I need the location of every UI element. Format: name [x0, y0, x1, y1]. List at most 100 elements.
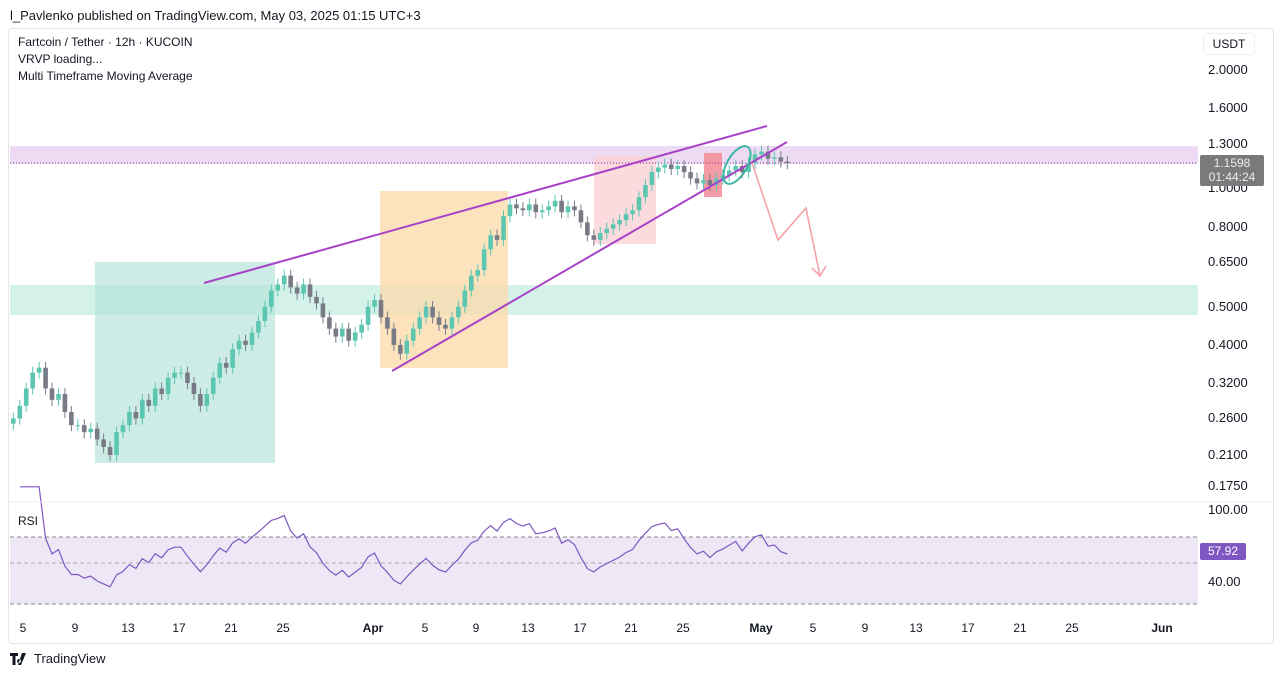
candle — [578, 210, 584, 223]
candle — [101, 439, 106, 448]
time-tick: 21 — [224, 621, 238, 635]
candle — [320, 303, 326, 318]
price-tick: 0.2600 — [1208, 410, 1248, 426]
candle — [223, 362, 229, 368]
candle — [49, 388, 55, 400]
time-tick: 5 — [421, 621, 429, 635]
time-tick: 13 — [909, 621, 923, 635]
candle — [191, 383, 197, 395]
time-tick: 21 — [1013, 621, 1027, 635]
rsi-band — [10, 537, 1198, 604]
candle — [281, 275, 287, 285]
projection-arrow[interactable] — [751, 162, 821, 277]
candle — [552, 200, 558, 207]
candle — [759, 151, 764, 155]
candle — [714, 178, 719, 186]
candle — [688, 172, 693, 179]
candle — [481, 249, 487, 271]
highlight-ellipse[interactable] — [718, 142, 756, 188]
price-tick: 2.0000 — [1208, 62, 1248, 77]
wedge-lower-line[interactable] — [391, 141, 788, 372]
candle — [133, 412, 139, 419]
legend-symbol[interactable]: Fartcoin / Tether · 12h · KUCOIN — [18, 35, 193, 49]
candle — [681, 166, 687, 173]
candle — [365, 306, 371, 325]
candle — [236, 340, 242, 350]
candle — [565, 206, 571, 213]
candle — [572, 206, 577, 211]
time-tick: 13 — [521, 621, 535, 635]
pink-box — [594, 156, 656, 244]
candle — [210, 377, 216, 395]
candle — [443, 324, 448, 329]
candle — [262, 306, 268, 322]
candle — [230, 349, 235, 368]
candle — [294, 287, 300, 294]
candle — [546, 206, 551, 211]
legend-vrvp[interactable]: VRVP loading... — [18, 52, 103, 66]
candle — [30, 372, 35, 389]
price-tick: 0.4000 — [1208, 336, 1248, 352]
price-tick: 0.6500 — [1208, 253, 1248, 269]
price-tick: 0.5000 — [1208, 298, 1248, 314]
candle — [527, 204, 532, 211]
candle — [120, 425, 126, 433]
candle — [604, 228, 610, 234]
candle — [81, 425, 87, 433]
candle — [88, 428, 94, 433]
candle — [152, 388, 158, 406]
currency-button[interactable]: USDT — [1203, 33, 1255, 55]
time-tick: 25 — [276, 621, 290, 635]
brand-name: TradingView — [34, 651, 106, 666]
candle — [597, 233, 603, 240]
candle — [198, 394, 203, 406]
candle — [643, 185, 648, 198]
candle — [385, 317, 390, 329]
wedge-upper-line[interactable] — [203, 125, 768, 284]
candle — [430, 306, 435, 318]
rsi-label[interactable]: RSI — [18, 514, 39, 528]
candle — [127, 412, 132, 426]
candle — [94, 428, 100, 440]
red-box — [704, 153, 722, 197]
candle — [301, 284, 306, 294]
candle — [765, 151, 771, 159]
candle — [694, 178, 700, 184]
candle — [249, 332, 255, 345]
rsi-value-label: 57.92 — [1200, 543, 1246, 560]
candle — [159, 388, 164, 395]
tradingview-icon — [10, 652, 26, 665]
candles — [11, 145, 790, 462]
rsi-tick-40: 40.00 — [1208, 574, 1241, 589]
time-tick: 5 — [19, 621, 27, 635]
time-tick: Jun — [1151, 621, 1173, 635]
legend-mtma[interactable]: Multi Timeframe Moving Average — [18, 69, 193, 83]
orange-box — [380, 191, 508, 368]
candle — [468, 275, 474, 291]
candle — [533, 204, 539, 213]
candle — [352, 332, 358, 341]
candle — [649, 172, 655, 186]
publish-info: l_Pavlenko published on TradingView.com,… — [10, 8, 421, 23]
time-tick: 25 — [1065, 621, 1079, 635]
candle — [339, 328, 345, 337]
time-tick: 17 — [961, 621, 975, 635]
candle — [346, 328, 352, 341]
candle — [449, 317, 455, 329]
time-tick: Apr — [362, 621, 384, 635]
candle — [785, 161, 790, 164]
price-tick: 0.1750 — [1208, 478, 1248, 494]
price-tick: 0.2100 — [1208, 446, 1248, 462]
candle — [701, 180, 706, 184]
candle — [456, 306, 461, 318]
candle — [520, 208, 526, 211]
price-tick: 0.3200 — [1208, 375, 1248, 390]
candle — [630, 210, 635, 215]
tradingview-logo[interactable]: TradingView — [10, 651, 106, 666]
bar-countdown: 01:44:24 — [1208, 170, 1256, 184]
candle — [559, 200, 564, 213]
candle — [288, 275, 293, 288]
time-tick: 21 — [624, 621, 638, 635]
candle — [675, 166, 680, 170]
